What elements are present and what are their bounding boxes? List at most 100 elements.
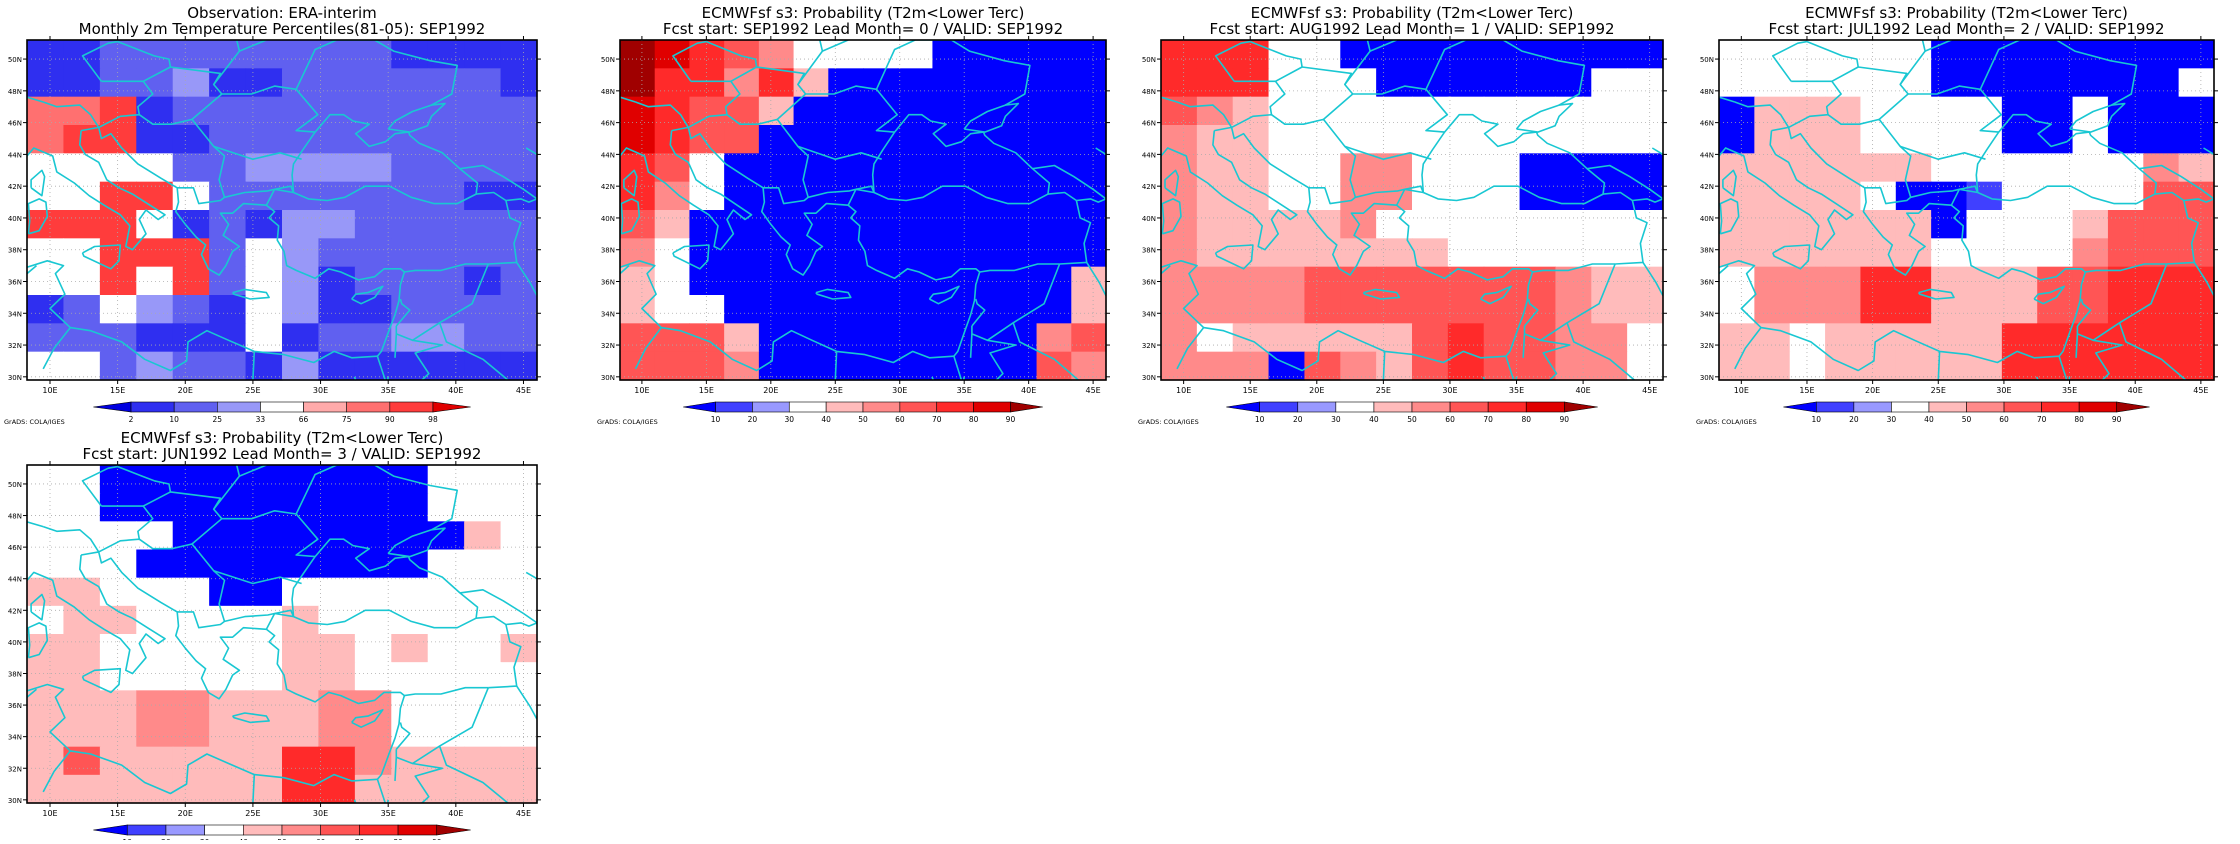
colorbar-segment <box>260 401 304 413</box>
coastline-path <box>42 327 71 370</box>
grid-cell <box>136 153 174 183</box>
grid-cell <box>245 774 283 804</box>
coastline-path <box>808 185 875 199</box>
grid-cell <box>1232 68 1270 98</box>
lon-tick-label: 25E <box>1931 386 1946 395</box>
grid-cell <box>427 266 465 296</box>
grid-cell <box>63 153 101 183</box>
grid-cell <box>724 96 760 126</box>
grid-cell <box>1483 238 1521 268</box>
grid-cell <box>1895 153 1932 183</box>
grid-cell <box>1825 96 1862 126</box>
colorbar-label: 50 <box>1407 415 1417 424</box>
grid-cell <box>99 210 137 239</box>
grid-cell <box>2143 238 2180 268</box>
grid-cell <box>282 521 320 551</box>
grid-cell <box>209 323 247 353</box>
coastline-path <box>1523 298 1539 327</box>
grid-cell <box>724 181 760 211</box>
grid-cell <box>932 96 968 126</box>
grid-cell <box>464 323 502 353</box>
lon-tick-label: 25E <box>828 386 843 395</box>
grid-cell <box>282 493 320 522</box>
panel-title-line1: ECMWFsf s3: Probability (T2m<Lower Terc) <box>121 429 444 447</box>
grid-cell <box>1268 68 1306 98</box>
grid-cell <box>209 549 247 579</box>
grid-cell <box>1196 323 1234 353</box>
grid-cell <box>464 690 502 720</box>
lon-tick-label: 15E <box>1799 386 1814 395</box>
grid-cell <box>318 351 356 381</box>
grid-cell <box>2107 96 2144 126</box>
coastline-path <box>1465 40 1586 106</box>
grid-cell <box>689 96 725 126</box>
grid-cell <box>1519 96 1557 126</box>
lat-tick-label: 32N <box>1700 342 1714 350</box>
coastline-path <box>1032 164 1106 200</box>
coastline-path <box>137 80 154 115</box>
grid-cell <box>209 96 247 126</box>
grid-cell <box>500 295 538 324</box>
grid-cell <box>1860 96 1897 126</box>
grid-cell <box>758 125 795 154</box>
grid-cell <box>1591 238 1628 268</box>
grid-cell <box>1196 210 1234 239</box>
coastline-path <box>27 554 166 675</box>
coastline-path <box>488 200 522 265</box>
grid-cell <box>1555 96 1592 126</box>
coastline-path <box>212 465 241 520</box>
lon-tick-label: 20E <box>178 386 193 395</box>
colorbar-label: 20 <box>748 415 758 424</box>
grid-cell <box>282 210 320 239</box>
colorbar-segment <box>899 401 938 413</box>
grid-cell <box>2001 125 2038 154</box>
grid-cell <box>136 549 174 579</box>
map-frame <box>26 464 538 804</box>
grid-cell <box>1376 125 1413 154</box>
coastline-path <box>1651 147 1663 156</box>
grid-cell <box>282 549 320 579</box>
grid-cell <box>2072 210 2109 239</box>
grid-cell <box>2072 125 2109 154</box>
grid-cell <box>2037 125 2074 154</box>
coastline-path <box>488 624 522 689</box>
grid-cell <box>1304 96 1341 126</box>
grid-cell <box>2037 40 2074 69</box>
grid-cell <box>620 96 656 126</box>
colorbar-high-triangle <box>2116 401 2150 413</box>
grid-cell <box>793 295 829 324</box>
grid-cell <box>1789 295 1826 324</box>
grid-cell <box>863 295 899 324</box>
grid-cell <box>828 351 864 381</box>
coastline-path <box>387 527 446 558</box>
coastline-path <box>291 538 479 629</box>
colorbar-segment <box>715 401 753 413</box>
lat-tick-label: 34N <box>1142 310 1156 318</box>
coastline-path <box>213 570 302 585</box>
coastline-path <box>191 85 319 133</box>
coastline-path <box>459 589 537 624</box>
grid-cell <box>354 96 392 126</box>
grid-cell <box>427 465 465 494</box>
grid-cell <box>27 238 65 268</box>
grid-cell <box>1232 238 1270 268</box>
grid-cell <box>1519 351 1557 381</box>
colorbar-label: 25 <box>213 415 223 424</box>
grid-cell <box>1719 68 1755 98</box>
grid-cell <box>1754 40 1791 69</box>
coastline-path <box>875 40 916 90</box>
coastline-path <box>336 40 458 106</box>
colorbar-segment <box>397 824 438 836</box>
grid-cell <box>136 40 174 69</box>
grid-cell <box>172 295 210 324</box>
colorbar-label: 40 <box>1924 415 1934 424</box>
coastline-path <box>822 40 849 52</box>
lon-tick-label: 20E <box>763 386 778 395</box>
grid-cell <box>245 96 283 126</box>
grid-cell <box>1412 238 1449 268</box>
grid-cell <box>245 351 283 381</box>
grid-cell <box>464 210 502 239</box>
coastline-path <box>27 688 38 698</box>
colorbar: 10 20 30 40 50 60 70 80 90 <box>1226 401 1598 424</box>
lon-tick-label: 30E <box>313 809 328 818</box>
